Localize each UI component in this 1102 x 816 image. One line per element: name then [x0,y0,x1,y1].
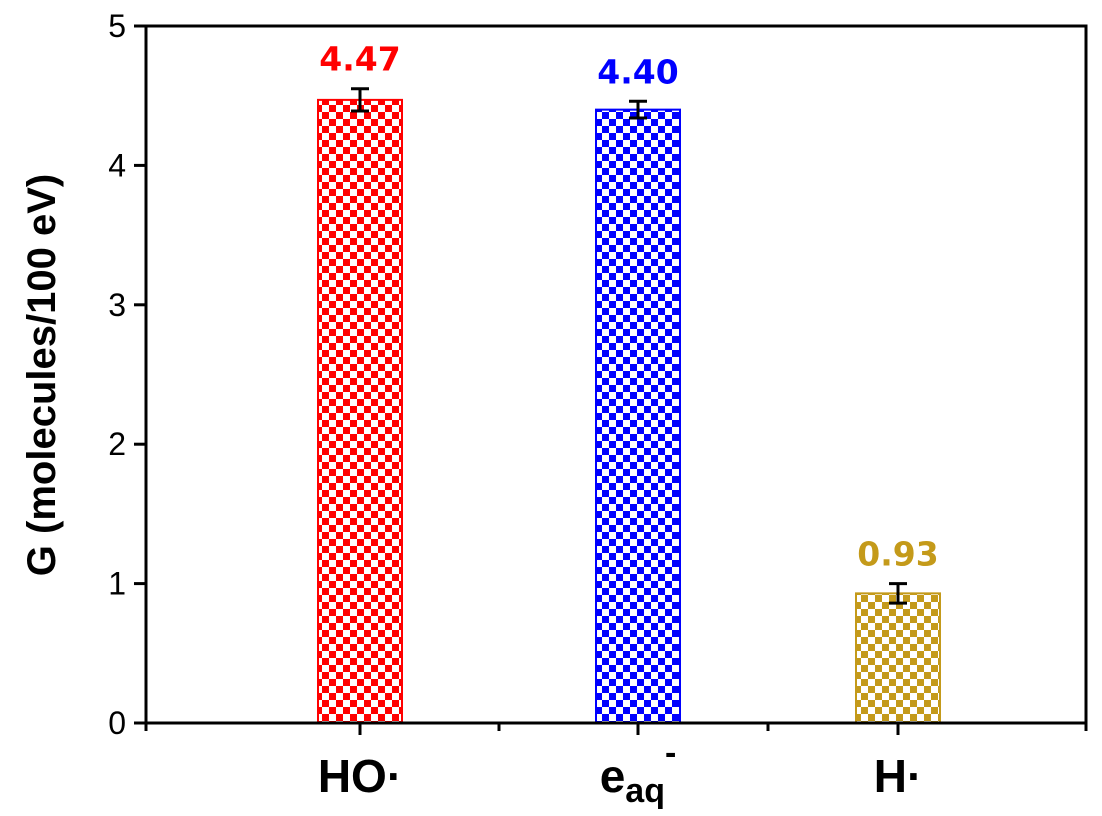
error-bar-1 [629,99,647,120]
bar-2 [855,592,941,724]
y-tick-label-4: 4 [108,147,126,183]
error-bar-0 [351,87,369,113]
category-labels: HO· eaq- H· [318,734,922,810]
bar-1 [595,108,681,724]
y-tick-label-5: 5 [108,8,126,44]
axes: 0 1 2 3 4 5 [108,8,1088,741]
error-bar-2 [889,582,907,605]
category-label-1: eaq- [600,734,677,810]
data-label-2: 0.93 [857,535,938,574]
category-label-0: HO· [318,750,402,802]
y-axis-title: G (molecules/100 eV) [20,174,64,576]
chart-marks: 4.47 4.40 0.93 [317,40,941,724]
y-tick-label-3: 3 [108,287,126,323]
data-label-0: 4.47 [319,40,400,79]
category-label-2: H· [874,750,923,802]
data-label-1: 4.40 [597,52,678,91]
y-tick-label-0: 0 [108,705,126,741]
y-tick-label-1: 1 [108,566,126,602]
y-tick-label-2: 2 [108,426,126,462]
bar-0 [317,98,403,724]
plot-frame [144,24,1088,725]
